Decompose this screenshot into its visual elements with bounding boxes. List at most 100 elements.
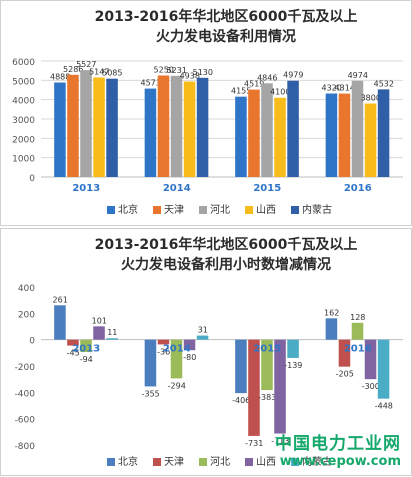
bar	[54, 82, 66, 177]
bar	[274, 339, 286, 434]
bar	[106, 78, 118, 177]
legend-label: 天津	[164, 456, 184, 468]
legend-swatch	[291, 458, 299, 466]
x-tick-label: 2016	[344, 344, 372, 355]
y-tick-label: 4000	[12, 97, 35, 107]
chart-title-line: 火力发电设备利用小时数增减情况	[121, 256, 331, 273]
utilization-chart-panel: 2013-2016年华北地区6000千瓦及以上 火力发电设备利用情况 0 1000 20…	[0, 0, 412, 226]
bar	[54, 305, 66, 340]
bar	[325, 318, 338, 340]
y-tick-label: 400	[18, 284, 35, 294]
bar	[144, 88, 157, 177]
legend-label: 山西	[256, 204, 276, 216]
bar	[196, 335, 209, 340]
bar	[261, 83, 273, 177]
y-tick-label: 1000	[12, 155, 35, 165]
x-tick-label: 2013	[72, 183, 100, 194]
data-label: 128	[350, 313, 365, 322]
data-label: -36	[157, 347, 170, 356]
x-tick-label: 2016	[344, 183, 372, 194]
y-tick-label: 200	[18, 310, 35, 320]
bar	[80, 70, 92, 177]
y-tick-label: 0	[29, 337, 35, 347]
legend-swatch	[199, 206, 207, 214]
x-tick-label: 2014	[163, 344, 191, 355]
bar	[287, 80, 299, 177]
bar	[377, 89, 390, 177]
chart-title-line: 2013-2016年华北地区6000千瓦及以上	[95, 236, 358, 253]
data-label: 4320	[322, 83, 342, 92]
x-tick-label: 2015	[253, 183, 281, 194]
legend-label: 北京	[118, 203, 138, 216]
bar	[338, 339, 351, 367]
data-label: 5130	[193, 68, 213, 77]
bar	[377, 339, 390, 399]
data-label: 5147	[89, 67, 109, 76]
bar	[157, 339, 170, 345]
data-label: 101	[92, 316, 107, 325]
data-label: 4888	[50, 72, 70, 81]
x-tick-label: 2014	[163, 183, 191, 194]
data-label: 4938	[180, 72, 200, 81]
legend-swatch	[107, 206, 115, 214]
y-tick-label: -400	[15, 389, 36, 399]
bar	[93, 77, 105, 177]
bar	[67, 74, 79, 177]
watermark: 中国电力工业网 www.cepow.com	[275, 429, 401, 469]
bar	[157, 75, 170, 177]
y-tick-label: 0	[29, 174, 35, 184]
data-label: 5231	[167, 66, 187, 75]
bar	[351, 322, 364, 340]
data-label: 162	[324, 308, 339, 317]
data-label: 5527	[76, 60, 96, 69]
data-label: -406	[232, 396, 250, 405]
y-tick-label: 3000	[12, 116, 35, 126]
legend-label: 内蒙古	[302, 455, 332, 468]
legend-swatch	[153, 206, 161, 214]
y-tick-label: -600	[15, 416, 36, 426]
watermark-url: www.cepow.com	[279, 454, 401, 469]
bar	[261, 339, 273, 391]
chart-title-line: 2013-2016年华北地区6000千瓦及以上	[95, 8, 358, 25]
bar	[235, 96, 247, 177]
legend-swatch	[153, 458, 161, 466]
data-label: -205	[336, 370, 354, 379]
x-tick-label: 2015	[253, 344, 281, 355]
chart-title-line: 火力发电设备利用情况	[156, 28, 296, 45]
bar	[235, 339, 247, 394]
bar	[364, 103, 377, 177]
legend-swatch	[245, 458, 253, 466]
data-label: 3800	[361, 94, 381, 103]
bar	[248, 339, 260, 436]
bar	[80, 339, 92, 353]
legend-label: 山西	[256, 456, 276, 468]
x-tick-label: 2013	[72, 344, 100, 355]
bar	[170, 75, 183, 177]
data-label: -294	[168, 381, 186, 390]
data-label: 4974	[348, 71, 368, 80]
data-label: -713	[271, 437, 289, 446]
bar	[183, 339, 196, 351]
data-label: -139	[284, 361, 302, 370]
data-label: 4519	[244, 80, 264, 89]
data-label: -383	[258, 393, 276, 402]
data-label: -448	[375, 402, 393, 411]
bar	[364, 339, 377, 380]
bar	[248, 89, 260, 177]
bar	[183, 81, 196, 177]
data-label: 5085	[102, 69, 122, 78]
bar	[325, 93, 338, 177]
legend-label: 天津	[164, 204, 184, 216]
bar	[67, 339, 79, 346]
data-label: 4979	[283, 71, 303, 80]
legend-swatch	[291, 206, 299, 214]
data-label: -355	[142, 389, 160, 398]
data-label: 5250	[154, 66, 174, 75]
data-label: 4846	[257, 73, 277, 82]
legend-swatch	[245, 206, 253, 214]
data-label: 4100	[270, 88, 290, 97]
data-label: -94	[80, 355, 93, 364]
data-label: 261	[53, 295, 68, 304]
legend-label: 北京	[118, 455, 138, 468]
